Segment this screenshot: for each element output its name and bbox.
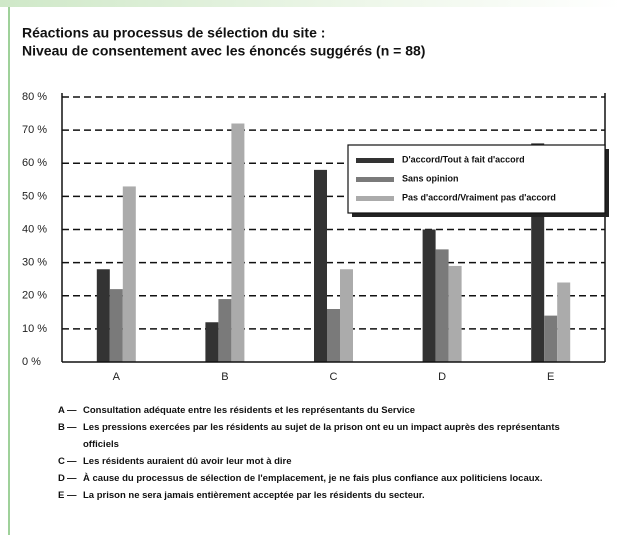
bar xyxy=(422,229,436,362)
y-tick-label: 40 % xyxy=(22,223,47,235)
legend xyxy=(347,144,606,214)
bar xyxy=(205,322,219,362)
legend-swatch xyxy=(356,158,394,163)
note-letter: D xyxy=(58,473,65,484)
y-tick-label: 20 % xyxy=(22,290,47,302)
legend-label: Sans opinion xyxy=(402,173,459,183)
x-tick-label: C xyxy=(330,371,338,383)
chart: Réactions au processus de sélection du s… xyxy=(22,25,609,383)
note: B — Les pressions exercées par les résiden… xyxy=(58,419,598,453)
top-bar xyxy=(0,0,621,7)
note: C — Les résidents auraient dû avoir leur m… xyxy=(58,453,598,470)
y-tick-label: 10 % xyxy=(22,323,47,335)
note-text: La prison ne sera jamais entièrement acc… xyxy=(83,490,425,501)
note-letter: C xyxy=(58,456,65,467)
y-tick-label: 50 % xyxy=(22,190,47,202)
bar xyxy=(557,282,571,362)
x-tick-label: D xyxy=(438,371,446,383)
bar xyxy=(435,249,449,362)
note-dash: — xyxy=(67,456,77,467)
note-text: Les pressions exercées par les résidents… xyxy=(83,422,560,450)
note-letter: E xyxy=(58,490,65,501)
bar xyxy=(340,269,353,362)
bar xyxy=(96,269,110,362)
chart-subtitle: Niveau de consentement avec les énoncés … xyxy=(22,43,425,59)
note-dash: — xyxy=(67,490,77,501)
bar xyxy=(218,299,232,362)
note: E — La prison ne sera jamais entièrement a… xyxy=(58,487,598,504)
note-text: Les résidents auraient dû avoir leur mot… xyxy=(83,456,292,467)
chart-title: Réactions au processus de sélection du s… xyxy=(22,25,325,41)
bar xyxy=(327,309,340,362)
bar xyxy=(314,169,327,362)
x-tick-label: B xyxy=(221,371,228,383)
note: A — Consultation adéquate entre les réside… xyxy=(58,402,598,419)
left-border xyxy=(8,7,10,535)
note-text: À cause du processus de sélection de l'e… xyxy=(83,473,543,484)
note-dash: — xyxy=(67,422,77,433)
y-tick-label: 80 % xyxy=(22,91,47,103)
note-letter: A xyxy=(58,405,65,416)
y-tick-label: 70 % xyxy=(22,124,47,136)
note: D — À cause du processus de sélection de l… xyxy=(58,470,598,487)
note-dash: — xyxy=(67,405,77,416)
bar xyxy=(122,186,136,362)
bar xyxy=(109,289,123,362)
note-letter: B xyxy=(58,422,65,433)
y-tick-label: 0 % xyxy=(22,356,41,368)
legend-swatch xyxy=(356,177,394,182)
bar xyxy=(448,265,462,362)
legend-swatch xyxy=(356,196,394,201)
x-tick-label: E xyxy=(547,371,554,383)
y-tick-label: 30 % xyxy=(22,257,47,269)
legend-label: Pas d'accord/Vraiment pas d'accord xyxy=(402,192,556,202)
y-tick-label: 60 % xyxy=(22,157,47,169)
notes: A — Consultation adéquate entre les réside… xyxy=(58,402,598,504)
note-dash: — xyxy=(67,473,77,484)
bar xyxy=(544,315,558,362)
x-tick-label: A xyxy=(113,371,121,383)
bar xyxy=(231,123,245,362)
note-text: Consultation adéquate entre les résident… xyxy=(83,405,416,416)
legend-label: D'accord/Tout à fait d'accord xyxy=(402,154,525,164)
